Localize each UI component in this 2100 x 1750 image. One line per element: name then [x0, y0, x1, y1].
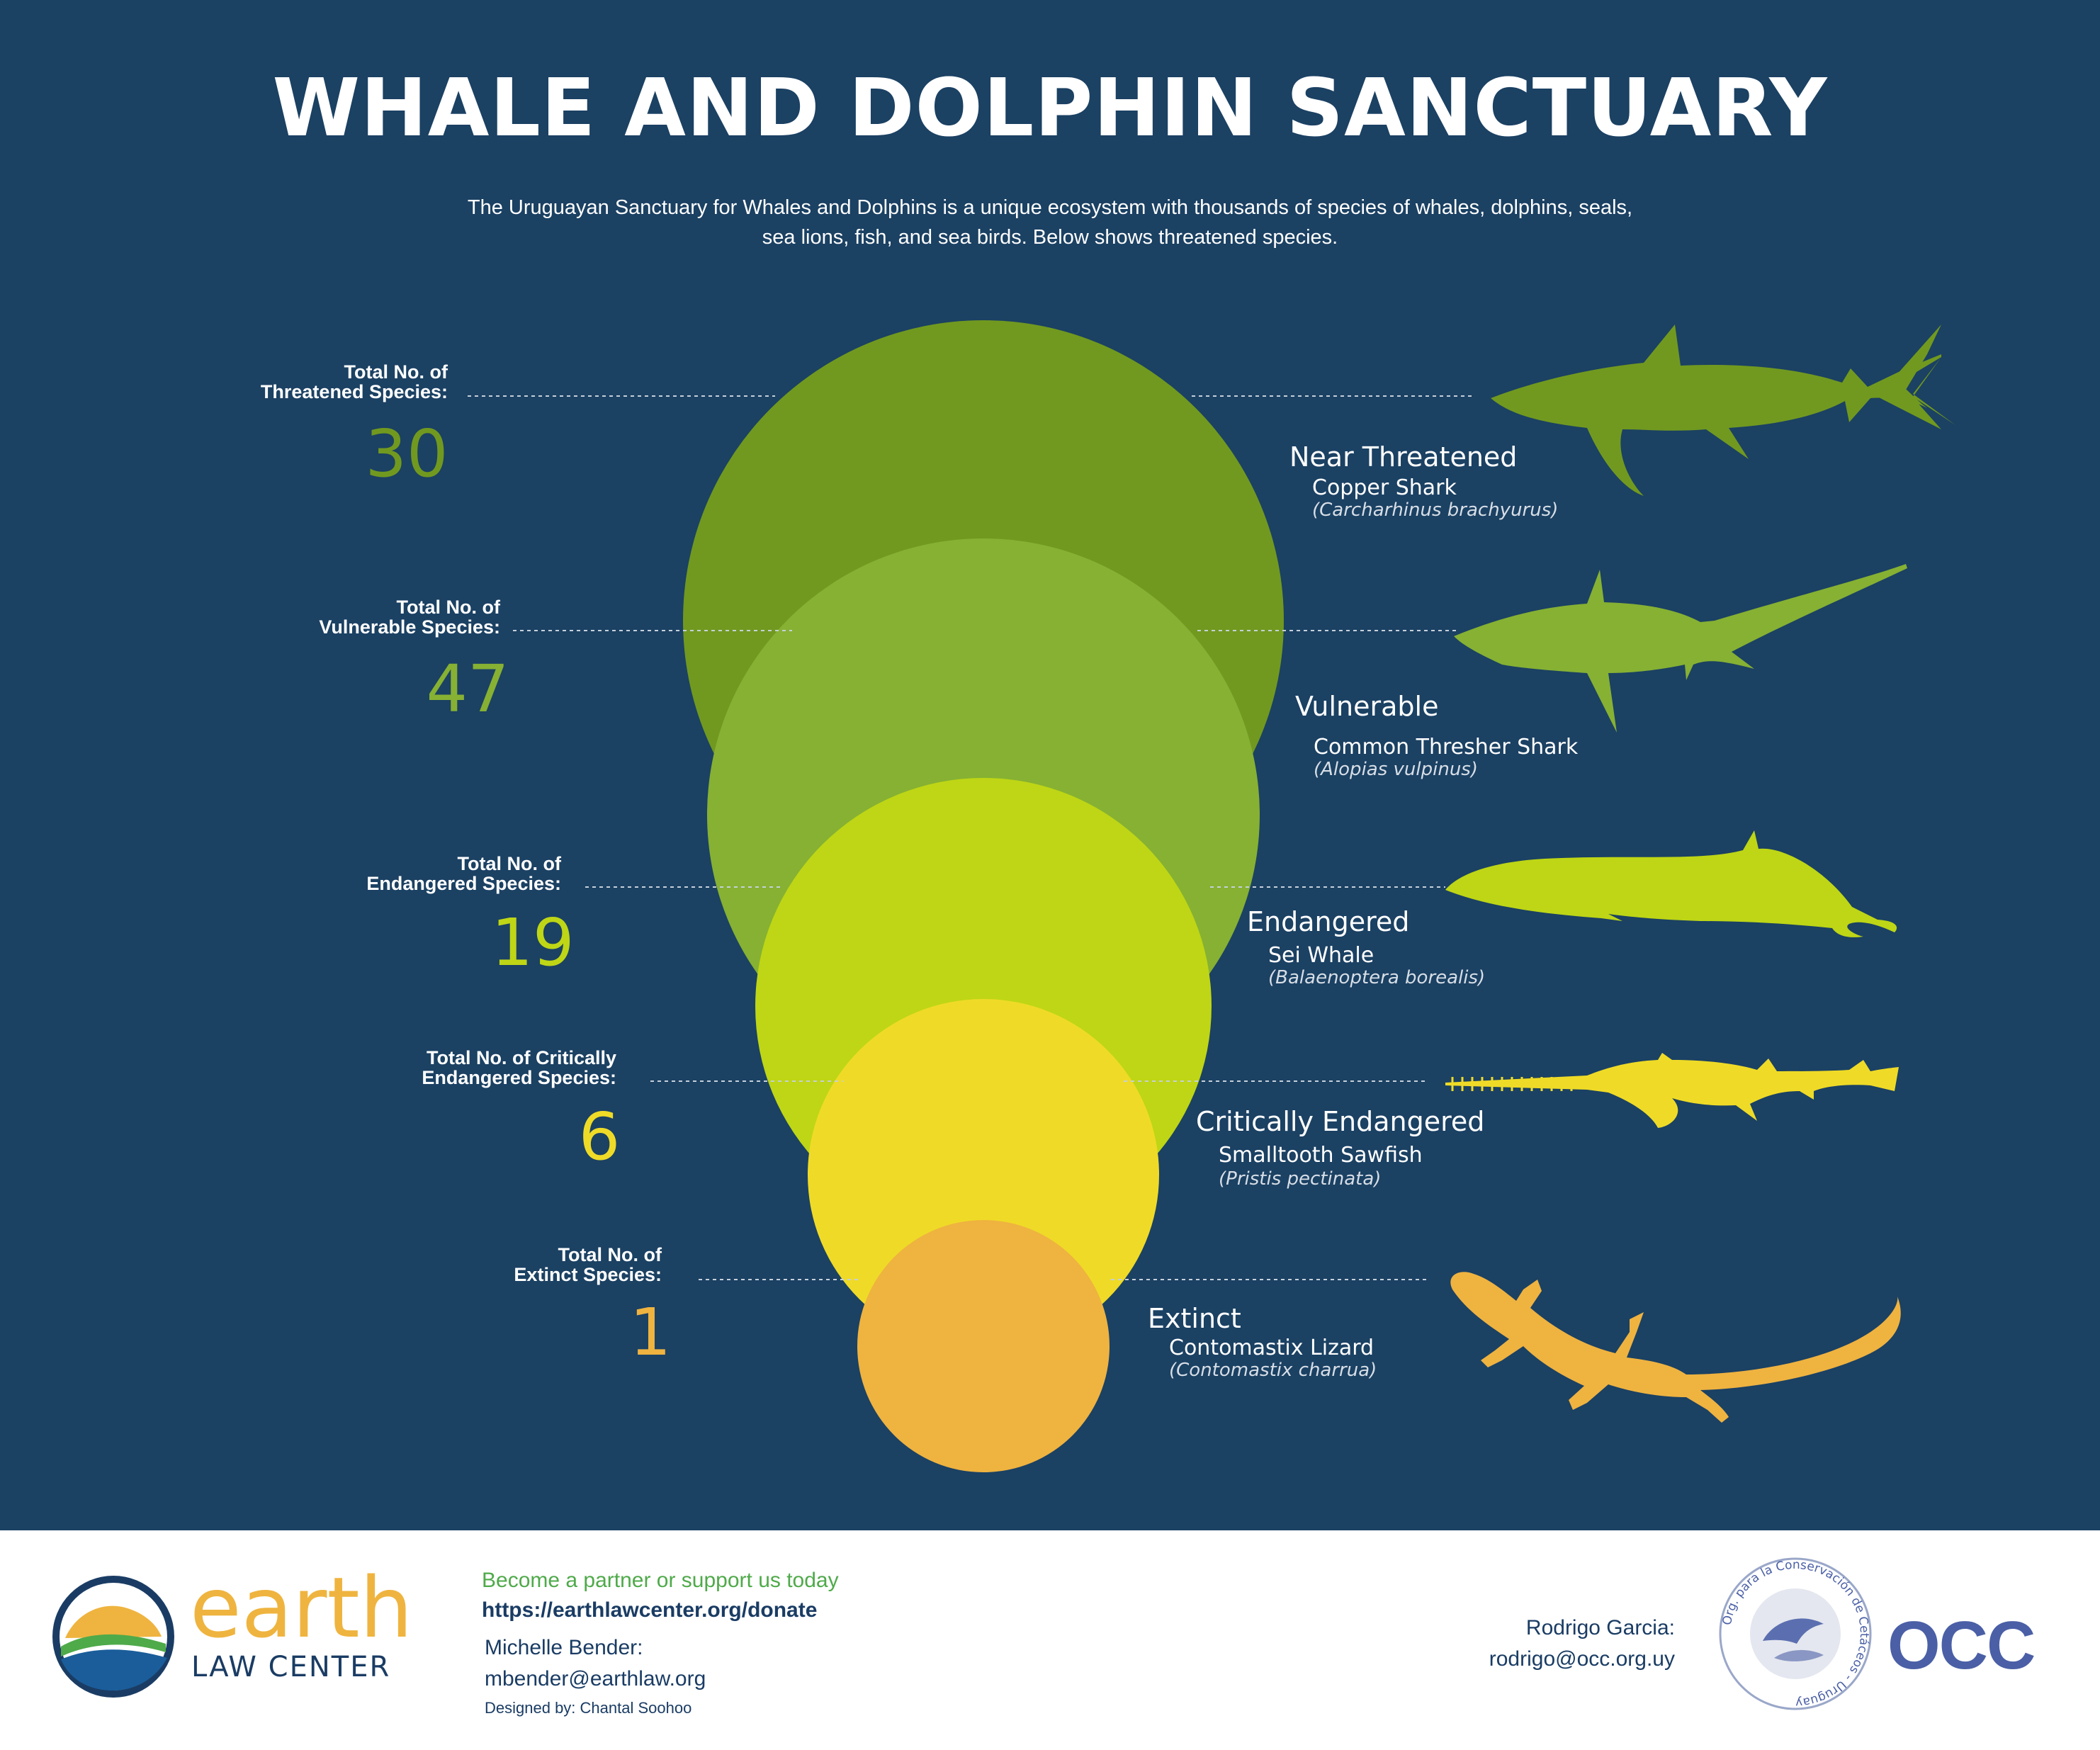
occ-wordmark: OCC	[1887, 1608, 2036, 1683]
intro-text: The Uruguayan Sanctuary for Whales and D…	[340, 193, 1760, 252]
label-threatened-line2: Threatened Species:	[261, 381, 448, 402]
partner-name: Rodrigo Garcia:	[1525, 1616, 1675, 1639]
partner-contact: Rodrigo Garcia: rodrigo@occ.org.uy	[1417, 1613, 1675, 1675]
species-copper-shark: Copper Shark	[1312, 475, 1457, 500]
label-vulnerable-line2: Vulnerable Species:	[319, 616, 500, 638]
whale-icon	[1445, 830, 1897, 937]
intro-line-1: The Uruguayan Sanctuary for Whales and D…	[467, 196, 1633, 219]
cta-text: Become a partner or support us today	[482, 1569, 839, 1592]
earth-law-center-logo	[52, 1576, 174, 1698]
logo-wave-green-icon	[61, 1634, 166, 1656]
value-critically-endangered: 6	[579, 1099, 621, 1175]
sawfish-teeth	[1451, 1077, 1573, 1091]
bubbles	[683, 320, 1284, 1472]
category-critically-endangered: Critically Endangered	[1196, 1106, 1484, 1137]
species-sei-whale: Sei Whale	[1268, 943, 1374, 968]
leader-lines	[468, 395, 1474, 1280]
donate-link[interactable]: https://earthlawcenter.org/donate	[482, 1598, 818, 1622]
value-vulnerable: 47	[426, 651, 509, 727]
sawfish-icon	[1445, 1053, 1899, 1128]
species-thresher-shark: Common Thresher Shark	[1314, 735, 1579, 760]
label-critical-line1: Total No. of Critically	[427, 1047, 616, 1068]
value-extinct: 1	[630, 1294, 672, 1370]
contact-email[interactable]: mbender@earthlaw.org	[485, 1667, 706, 1690]
designer-credit: Designed by: Chantal Soohoo	[485, 1699, 692, 1717]
left-labels: Total No. of Threatened Species: 30 Tota…	[261, 361, 671, 1370]
seal-fish-icon	[1774, 1649, 1824, 1661]
contact-block: Michelle Bender: mbender@earthlaw.org	[485, 1632, 706, 1695]
scientific-thresher-shark: (Alopias vulpinus)	[1314, 759, 1478, 780]
scientific-sei-whale: (Balaenoptera borealis)	[1268, 967, 1485, 988]
seal-dolphin-icon	[1763, 1618, 1824, 1644]
value-endangered: 19	[491, 905, 574, 981]
intro-line-2: sea lions, fish, and sea birds. Below sh…	[762, 226, 1338, 249]
scientific-lizard: (Contomastix charrua)	[1169, 1360, 1377, 1381]
logo-wordmark: earth	[190, 1559, 413, 1656]
shark-icon	[1491, 324, 1955, 496]
logo-wave-blue-icon	[61, 1649, 167, 1690]
category-endangered: Endangered	[1247, 906, 1409, 937]
scientific-copper-shark: (Carcharhinus brachyurus)	[1312, 499, 1558, 521]
label-endangered-line1: Total No. of	[458, 853, 562, 874]
label-vulnerable-line1: Total No. of	[397, 597, 501, 618]
value-threatened: 30	[365, 416, 448, 492]
logo-subtitle: LAW CENTER	[191, 1651, 391, 1683]
label-critical-line2: Endangered Species:	[422, 1067, 616, 1088]
occ-seal-logo: Org. para la Conservación de Cetáceos - …	[1719, 1557, 1872, 1710]
page-title: WHALE AND DOLPHIN SANCTUARY	[272, 62, 1828, 154]
species-lizard: Contomastix Lizard	[1169, 1336, 1374, 1360]
label-extinct-line1: Total No. of	[558, 1244, 662, 1265]
partner-email[interactable]: rodrigo@occ.org.uy	[1489, 1647, 1675, 1671]
scientific-sawfish: (Pristis pectinata)	[1219, 1168, 1381, 1190]
contact-name: Michelle Bender:	[485, 1636, 643, 1659]
label-extinct-line2: Extinct Species:	[514, 1264, 662, 1285]
category-near-threatened: Near Threatened	[1289, 441, 1517, 473]
logo-sun-icon	[65, 1605, 162, 1638]
right-labels: Near Threatened Copper Shark (Carcharhin…	[1148, 441, 1579, 1381]
thresher-shark-icon	[1454, 564, 1907, 733]
label-endangered-line2: Endangered Species:	[366, 873, 561, 894]
category-extinct: Extinct	[1148, 1303, 1241, 1334]
lizard-icon	[1450, 1272, 1901, 1423]
label-threatened-line1: Total No. of	[344, 361, 448, 383]
species-sawfish: Smalltooth Sawfish	[1219, 1143, 1423, 1168]
bubble-extinct	[857, 1220, 1110, 1472]
category-vulnerable: Vulnerable	[1295, 691, 1439, 722]
bubble-chart: Total No. of Threatened Species: 30 Tota…	[261, 320, 1955, 1472]
